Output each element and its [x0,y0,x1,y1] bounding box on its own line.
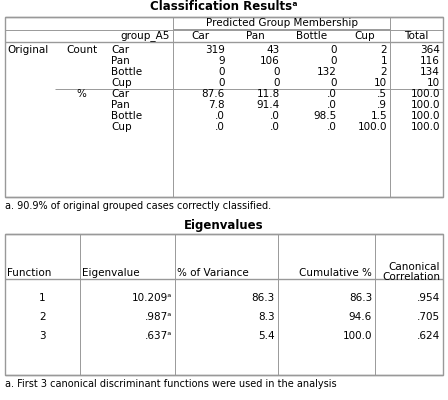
Text: .0: .0 [327,122,337,132]
Bar [5,234,443,375]
Text: 86.3: 86.3 [349,293,372,303]
Text: 3: 3 [39,331,46,341]
Text: 100.0: 100.0 [358,122,387,132]
Text: Cup: Cup [111,78,132,88]
Text: Canonical: Canonical [388,262,440,272]
Text: Predicted Group Membership: Predicted Group Membership [206,18,358,28]
Text: .987ᵃ: .987ᵃ [145,312,172,322]
Text: Cup: Cup [111,122,132,132]
Text: Car: Car [191,31,210,41]
Text: Classification Resultsᵃ: Classification Resultsᵃ [150,0,298,14]
Text: Pan: Pan [246,31,265,41]
Text: 100.0: 100.0 [410,100,440,110]
Text: 86.3: 86.3 [252,293,275,303]
Text: 0: 0 [331,45,337,55]
Text: 98.5: 98.5 [314,111,337,121]
Text: .637ᵃ: .637ᵃ [145,331,172,341]
Text: Eigenvalue: Eigenvalue [82,268,140,278]
Text: Cup: Cup [355,31,375,41]
Text: 10: 10 [427,78,440,88]
Text: .705: .705 [417,312,440,322]
Text: 2: 2 [39,312,46,322]
Text: 116: 116 [420,56,440,66]
Text: .0: .0 [215,111,225,121]
Text: 94.6: 94.6 [349,312,372,322]
Text: group_A5: group_A5 [121,30,170,42]
Text: 1: 1 [39,293,46,303]
Text: Total: Total [404,31,429,41]
Text: 319: 319 [205,45,225,55]
Text: a. 90.9% of original grouped cases correctly classified.: a. 90.9% of original grouped cases corre… [5,201,271,211]
Text: 7.8: 7.8 [208,100,225,110]
Text: 0: 0 [219,67,225,77]
Text: .624: .624 [417,331,440,341]
Text: Eigenvalues: Eigenvalues [184,218,264,232]
Text: 100.0: 100.0 [343,331,372,341]
Text: Car: Car [111,45,129,55]
Text: 100.0: 100.0 [410,89,440,99]
Text: 100.0: 100.0 [410,111,440,121]
Text: Bottle: Bottle [111,67,142,77]
Text: 2: 2 [380,45,387,55]
Text: Pan: Pan [111,56,130,66]
Text: 91.4: 91.4 [257,100,280,110]
Text: 10.209ᵃ: 10.209ᵃ [132,293,172,303]
Text: 0: 0 [331,78,337,88]
Text: .5: .5 [377,89,387,99]
Text: 8.3: 8.3 [258,312,275,322]
Text: 9: 9 [218,56,225,66]
Text: Function: Function [7,268,52,278]
Text: 0: 0 [331,56,337,66]
Text: Car: Car [111,89,129,99]
Text: .0: .0 [215,122,225,132]
Bar [5,17,443,197]
Text: Count: Count [66,45,97,55]
Text: .0: .0 [327,100,337,110]
Text: Bottle: Bottle [111,111,142,121]
Text: 100.0: 100.0 [410,122,440,132]
Text: 0: 0 [273,67,280,77]
Text: Pan: Pan [111,100,130,110]
Text: Cumulative %: Cumulative % [299,268,372,278]
Text: 132: 132 [317,67,337,77]
Text: 11.8: 11.8 [257,89,280,99]
Text: 5.4: 5.4 [258,331,275,341]
Text: 364: 364 [420,45,440,55]
Text: 10: 10 [374,78,387,88]
Text: 134: 134 [420,67,440,77]
Text: .9: .9 [377,100,387,110]
Text: Correlation: Correlation [382,272,440,282]
Text: 1.5: 1.5 [370,111,387,121]
Text: % of Variance: % of Variance [177,268,249,278]
Text: a. First 3 canonical discriminant functions were used in the analysis: a. First 3 canonical discriminant functi… [5,379,336,389]
Text: .0: .0 [327,89,337,99]
Text: 1: 1 [380,56,387,66]
Text: Original: Original [7,45,48,55]
Text: %: % [77,89,86,99]
Text: 2: 2 [380,67,387,77]
Text: 0: 0 [219,78,225,88]
Text: Bottle: Bottle [296,31,327,41]
Text: 106: 106 [260,56,280,66]
Text: 0: 0 [273,78,280,88]
Text: .0: .0 [270,111,280,121]
Text: 43: 43 [267,45,280,55]
Text: 87.6: 87.6 [202,89,225,99]
Text: .954: .954 [417,293,440,303]
Text: .0: .0 [270,122,280,132]
